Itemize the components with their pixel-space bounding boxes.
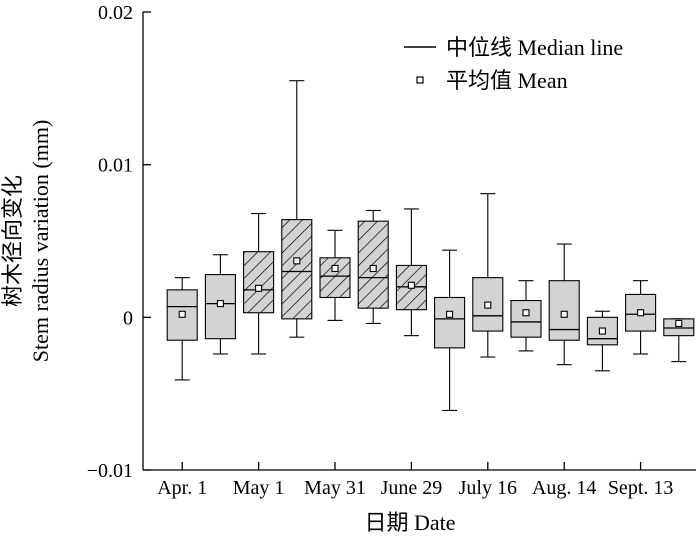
y-tick-label: 0.02 xyxy=(98,2,133,24)
x-tick-label: Sept. 13 xyxy=(608,477,674,499)
mean-marker xyxy=(675,319,683,327)
box xyxy=(510,299,542,338)
y-ticks: −0.01 0 0.01 0.02 xyxy=(87,2,151,482)
mean-marker xyxy=(484,301,492,309)
mean-marker xyxy=(216,300,224,308)
x-tick-label: June 29 xyxy=(381,477,443,499)
hatched-box xyxy=(357,220,389,309)
box-group xyxy=(395,208,427,337)
mean-marker xyxy=(598,327,606,335)
box-group xyxy=(510,280,542,352)
mean-marker xyxy=(369,264,377,273)
box xyxy=(548,280,580,341)
legend-mean-label: 平均值 Mean xyxy=(446,68,568,93)
box-series xyxy=(166,80,695,412)
x-tick-label: May 1 xyxy=(233,477,285,499)
y-tick-label: −0.01 xyxy=(87,460,133,482)
x-tick-label: May 31 xyxy=(304,477,366,499)
x-tick-label: Apr. 1 xyxy=(157,477,207,499)
box-group xyxy=(625,280,657,355)
box-group xyxy=(663,318,695,363)
mean-marker xyxy=(255,284,263,292)
legend-median-label: 中位线 Median line xyxy=(446,35,623,60)
box xyxy=(204,274,236,340)
box-group xyxy=(586,310,618,372)
mean-marker xyxy=(446,310,454,318)
box-group xyxy=(319,229,351,321)
box-group xyxy=(472,193,504,358)
mean-marker xyxy=(637,309,645,317)
mean-marker xyxy=(560,310,568,318)
y-tick-label: 0 xyxy=(123,307,133,329)
box-group xyxy=(434,249,466,412)
mean-marker xyxy=(522,309,530,317)
x-axis-label: 日期 Date xyxy=(364,510,455,535)
hatched-box xyxy=(281,219,313,320)
x-tick-label: July 16 xyxy=(459,477,517,499)
box-group xyxy=(281,80,313,338)
box-group xyxy=(204,254,236,355)
box xyxy=(663,318,695,337)
y-axis-label-en: Stem radius variation (mm) xyxy=(28,120,53,363)
mean-marker xyxy=(331,264,339,273)
box-group xyxy=(548,243,580,366)
box-group xyxy=(166,277,198,381)
y-axis-label-cn: 树木径向变化 xyxy=(0,175,25,307)
mean-marker xyxy=(178,310,186,318)
hatched-box xyxy=(319,257,351,299)
mean-marker xyxy=(407,281,415,289)
legend: 中位线 Median line 平均值 Mean xyxy=(404,35,623,93)
x-tick-label: Aug. 14 xyxy=(532,477,596,499)
box-group xyxy=(243,212,275,355)
box xyxy=(166,289,198,341)
x-ticks: Apr. 1 May 1 May 31 June 29 July 16 Aug. 14 Se… xyxy=(157,462,673,499)
box-group xyxy=(357,209,389,324)
legend-mean-marker-swatch xyxy=(416,76,424,84)
hatched-box xyxy=(243,251,275,314)
y-tick-label: 0.01 xyxy=(98,155,133,177)
box xyxy=(434,296,466,349)
mean-marker xyxy=(293,257,301,265)
